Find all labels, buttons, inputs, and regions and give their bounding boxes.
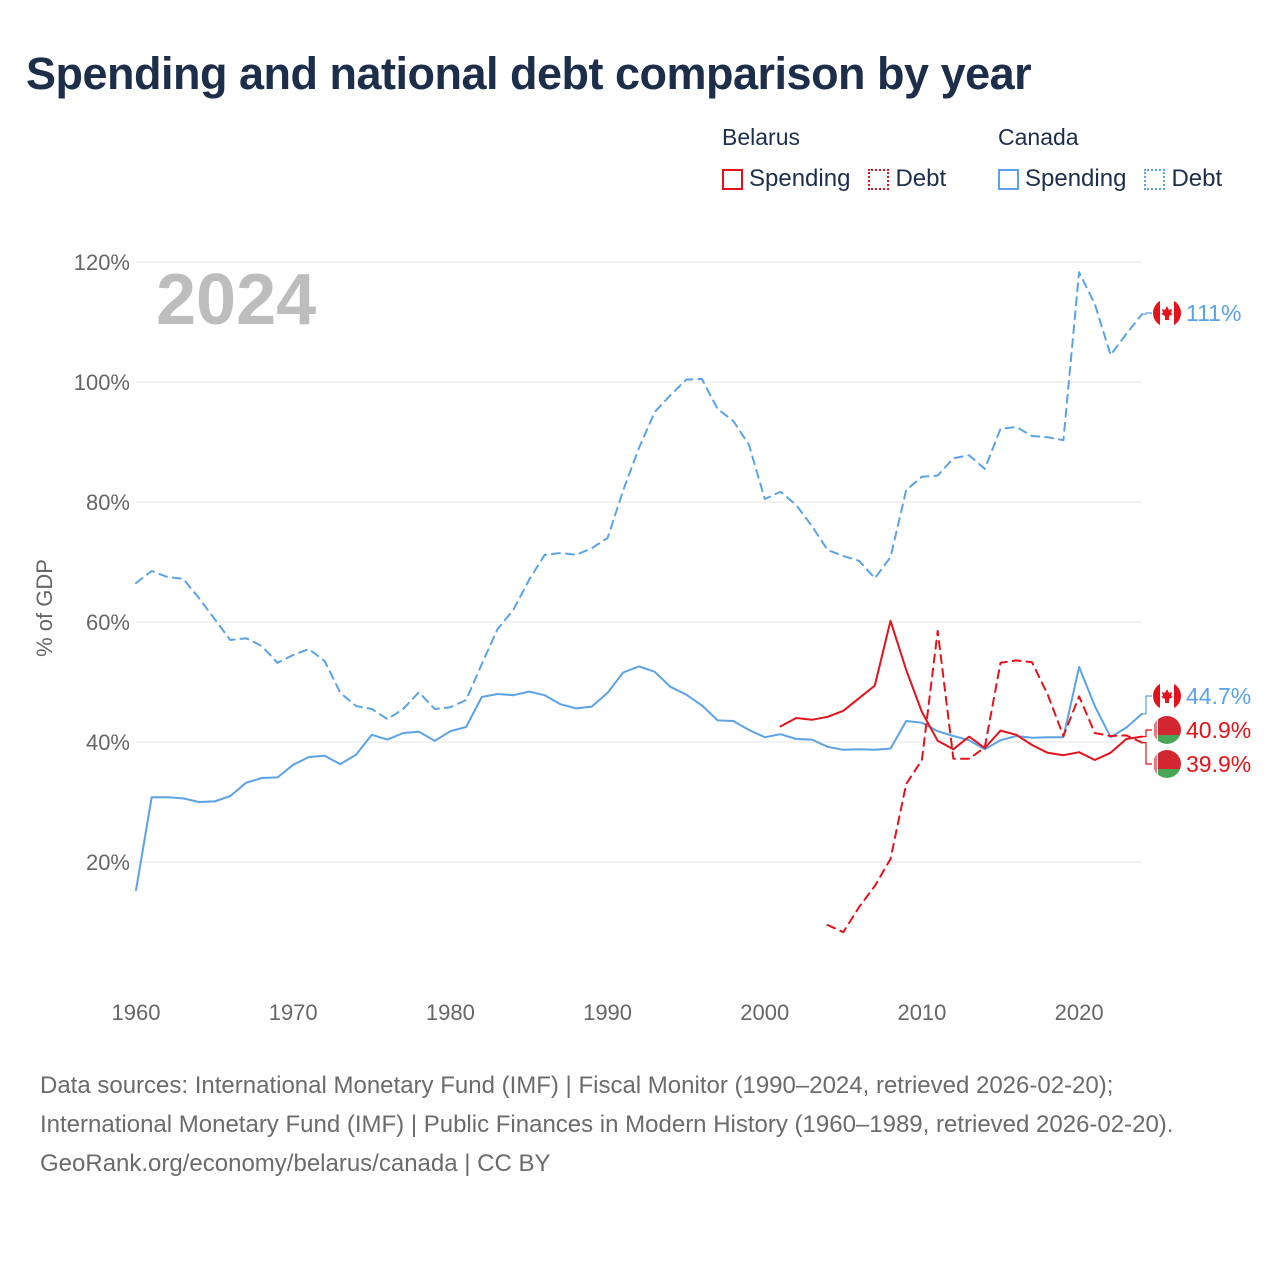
series-line-canada-debt[interactable] (135, 271, 1143, 721)
legend-country-label: Canada (998, 124, 1079, 150)
end-label-connector (1142, 729, 1152, 738)
legend-swatch-solid-icon (722, 168, 743, 190)
data-sources: Data sources: International Monetary Fun… (40, 1072, 1174, 1138)
end-label-connector (1142, 741, 1152, 765)
y-tick-label: 100% (74, 370, 130, 395)
canada-flag-icon (1153, 299, 1181, 327)
legend-country-label: Belarus (722, 124, 800, 150)
end-label-belarus-debt: 39.9% (1186, 751, 1251, 777)
end-label-belarus-spending: 40.9% (1186, 717, 1251, 743)
legend-group-belarus: Belarus Spending Debt (722, 124, 946, 193)
chart-title: Spending and national debt comparison by… (26, 48, 1032, 99)
legend-item-belarus-spending[interactable]: Spending (722, 165, 850, 193)
series-line-belarus-debt[interactable] (826, 630, 1143, 934)
belarus-flag-icon (1153, 750, 1181, 778)
end-label-canada-debt: 111% (1186, 300, 1241, 326)
x-tick-label: 2020 (1055, 1000, 1104, 1025)
y-tick-label: 40% (86, 730, 130, 755)
x-tick-label: 2000 (740, 1000, 789, 1025)
x-tick-label: 1960 (112, 1000, 161, 1025)
y-tick-label: 120% (74, 250, 130, 275)
x-tick-label: 1980 (426, 1000, 475, 1025)
series-line-canada-spending[interactable] (135, 665, 1143, 892)
year-watermark: 2024 (156, 260, 316, 340)
source-url[interactable]: GeoRank.org/economy/belarus/canada | CC … (40, 1150, 551, 1177)
legend-item-label: Debt (895, 165, 947, 192)
x-tick-label: 2010 (897, 1000, 946, 1025)
legend-item-label: Spending (1025, 165, 1127, 192)
end-label-connector (1142, 312, 1152, 315)
y-tick-label: 20% (86, 850, 130, 875)
y-axis-label: % of GDP (32, 559, 57, 657)
legend-item-canada-spending[interactable]: Spending (998, 165, 1126, 193)
legend-swatch-solid-icon (998, 168, 1019, 190)
legend-item-belarus-debt[interactable]: Debt (868, 165, 946, 193)
legend-swatch-dotted-icon (1144, 168, 1166, 190)
legend-item-label: Debt (1171, 165, 1223, 192)
legend-swatch-dotted-icon (868, 168, 890, 190)
legend-group-canada: Canada Spending Debt (998, 124, 1222, 193)
belarus-flag-icon (1153, 716, 1181, 744)
x-tick-label: 1990 (583, 1000, 632, 1025)
series-line-belarus-spending[interactable] (779, 619, 1143, 761)
legend-item-canada-debt[interactable]: Debt (1144, 165, 1222, 193)
chart-footer: Data sources: International Monetary Fun… (40, 1066, 1240, 1183)
line-chart: 2024 % of GDP 20% 40% 60% 80% 100% 120% 1960 19… (32, 250, 1251, 1025)
end-label-canada-spending: 44.7% (1186, 683, 1251, 709)
legend-item-label: Spending (749, 165, 851, 192)
y-tick-label: 80% (86, 490, 130, 515)
y-tick-label: 60% (86, 610, 130, 635)
x-tick-label: 1970 (269, 1000, 318, 1025)
canada-flag-icon (1153, 682, 1181, 710)
end-label-connector (1142, 695, 1152, 715)
